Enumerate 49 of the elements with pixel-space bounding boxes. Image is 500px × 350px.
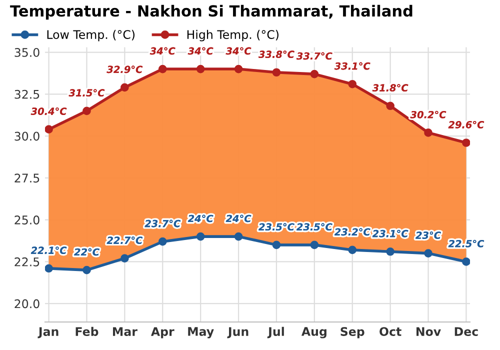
x-tick-label: Jul: [267, 326, 284, 338]
y-tick-label: 27.5: [14, 174, 40, 183]
point: [45, 264, 53, 273]
data-label: 23.5°C: [296, 223, 332, 231]
data-label: 23.2°C: [334, 228, 370, 236]
data-label: 23.1°C: [372, 230, 408, 238]
data-label: 33.7°C: [296, 52, 332, 60]
data-label: 33.8°C: [258, 50, 294, 58]
chart-title: Temperature - Nakhon Si Thammarat, Thailand: [10, 4, 412, 20]
data-label: 23.7°C: [144, 220, 181, 228]
legend-label: High Temp. (°C): [187, 30, 278, 42]
y-tick-label: 30.0: [14, 132, 40, 141]
x-tick-label: Apr: [150, 327, 174, 338]
y-tick-label: 32.5: [14, 90, 40, 99]
x-tick-label: May: [188, 327, 214, 338]
data-label: 22°C: [74, 248, 100, 256]
x-tick-label: Feb: [76, 326, 98, 336]
y-tick-label: 20.0: [14, 299, 40, 308]
x-tick-label: Aug: [301, 327, 326, 338]
x-tick-label: Oct: [380, 327, 402, 336]
x-tick-label: Nov: [416, 327, 441, 336]
y-tick-label: 35.0: [14, 48, 40, 57]
point: [348, 246, 357, 254]
x-tick-label: Jan: [38, 327, 58, 338]
point: [82, 266, 91, 274]
data-label: 34°C: [150, 47, 176, 55]
point: [196, 232, 205, 241]
x-tick-label: Sep: [340, 327, 364, 338]
y-tick-label: 22.5: [14, 257, 40, 266]
point: [234, 232, 243, 241]
x-tick-label: Mar: [113, 327, 138, 336]
point: [120, 254, 129, 263]
data-label: 34°C: [188, 47, 214, 55]
data-label: 34°C: [226, 47, 252, 55]
x-tick-label: Dec: [454, 327, 478, 336]
point: [462, 258, 470, 266]
data-label: 22.7°C: [106, 236, 143, 244]
point: [310, 240, 319, 250]
data-label: 23.5°C: [258, 223, 294, 231]
y-tick-label: 25.0: [14, 216, 40, 224]
point: [386, 247, 394, 256]
legend-label: Low Temp. (°C): [47, 30, 134, 42]
point: [272, 240, 281, 250]
data-label: 24°C: [188, 214, 214, 222]
data-label: 23°C: [416, 232, 441, 239]
point: [158, 237, 167, 246]
x-tick-label: Jun: [227, 327, 248, 338]
point: [424, 249, 432, 258]
data-label: 24°C: [226, 214, 252, 222]
